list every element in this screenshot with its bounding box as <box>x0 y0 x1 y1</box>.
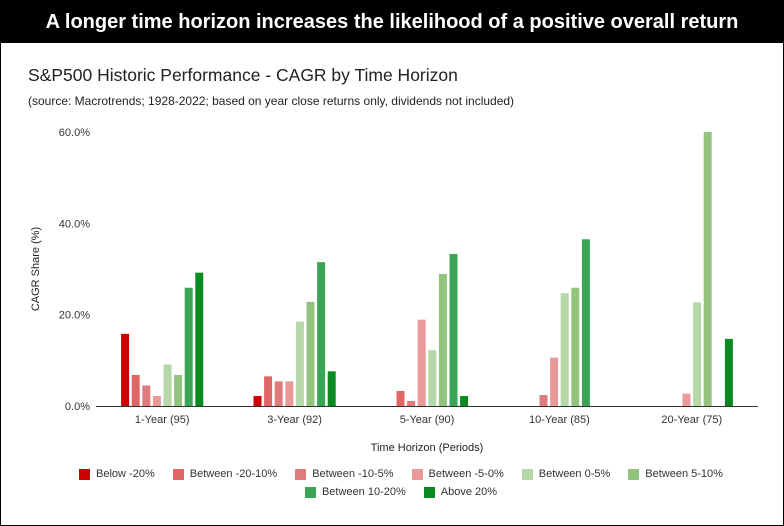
bar <box>295 321 304 406</box>
bar <box>184 287 193 406</box>
bar <box>693 302 702 406</box>
y-tick-label: 40.0% <box>59 218 90 230</box>
x-tick-label: 10-Year (85) <box>529 414 590 426</box>
bar <box>449 253 458 406</box>
legend-swatch <box>411 468 423 480</box>
bar <box>163 364 172 406</box>
y-tick-label: 20.0% <box>59 310 90 322</box>
legend-label: Below -20% <box>96 468 155 480</box>
bar <box>428 350 437 406</box>
chart-legend: Below -20% Between -20-10% Between -10-5% B… <box>61 467 741 499</box>
x-axis-title: Time Horizon (Periods) <box>371 442 484 454</box>
bar <box>703 132 712 406</box>
bar <box>417 319 426 406</box>
bar <box>724 338 733 406</box>
legend-swatch <box>628 468 640 480</box>
chart-subtitle: (source: Macrotrends; 1928-2022; based o… <box>28 94 515 108</box>
legend-item: Below -20% <box>79 467 155 481</box>
bar <box>539 395 548 406</box>
legend-item: Between -10-5% <box>295 467 394 481</box>
legend-swatch <box>304 486 316 498</box>
legend-item: Between 5-10% <box>628 467 723 481</box>
bar <box>438 274 447 406</box>
bar <box>682 393 691 406</box>
bar <box>195 272 204 406</box>
bar <box>152 395 161 406</box>
x-tick-label: 3-Year (92) <box>267 414 322 426</box>
x-tick-label: 20-Year (75) <box>661 414 722 426</box>
y-tick-label: 60.0% <box>59 127 90 139</box>
legend-label: Between 0-5% <box>538 468 611 480</box>
bar <box>306 301 315 406</box>
bar <box>327 371 336 406</box>
bar <box>253 395 262 406</box>
x-tick-label: 5-Year (90) <box>400 414 455 426</box>
bar <box>317 262 326 406</box>
legend-item: Between -20-10% <box>172 467 278 481</box>
legend-label: Between -5-0% <box>428 468 504 480</box>
bar <box>121 333 130 406</box>
legend-item: Between 10-20% <box>304 485 406 499</box>
legend-item: Between -5-0% <box>411 467 504 481</box>
bar <box>460 395 469 406</box>
bar <box>581 239 590 406</box>
legend-label: Between 10-20% <box>321 486 406 498</box>
legend-swatch <box>172 468 184 480</box>
y-axis-title: CAGR Share (%) <box>30 227 42 311</box>
legend-item: Between 0-5% <box>521 467 611 481</box>
bar <box>396 390 405 406</box>
bar <box>131 374 140 406</box>
y-tick-label: 0.0% <box>65 401 90 413</box>
bar <box>264 376 273 406</box>
bar <box>174 374 183 406</box>
legend-label: Above 20% <box>440 486 498 498</box>
bar <box>560 293 569 406</box>
legend-item: Above 20% <box>423 485 498 499</box>
legend-swatch <box>521 468 533 480</box>
bar <box>571 287 580 406</box>
bar <box>274 381 283 406</box>
bar <box>142 385 151 406</box>
banner-title: A longer time horizon increases the like… <box>1 1 783 43</box>
bar <box>550 357 559 406</box>
legend-label: Between -20-10% <box>189 468 278 480</box>
legend-swatch <box>423 486 435 498</box>
legend-swatch <box>295 468 307 480</box>
legend-label: Between 5-10% <box>645 468 723 480</box>
bar <box>407 400 416 406</box>
bar <box>285 381 294 406</box>
chart-title: S&P500 Historic Performance - CAGR by Ti… <box>28 65 458 85</box>
x-tick-label: 1-Year (95) <box>135 414 190 426</box>
legend-label: Between -10-5% <box>312 468 394 480</box>
legend-swatch <box>79 468 91 480</box>
